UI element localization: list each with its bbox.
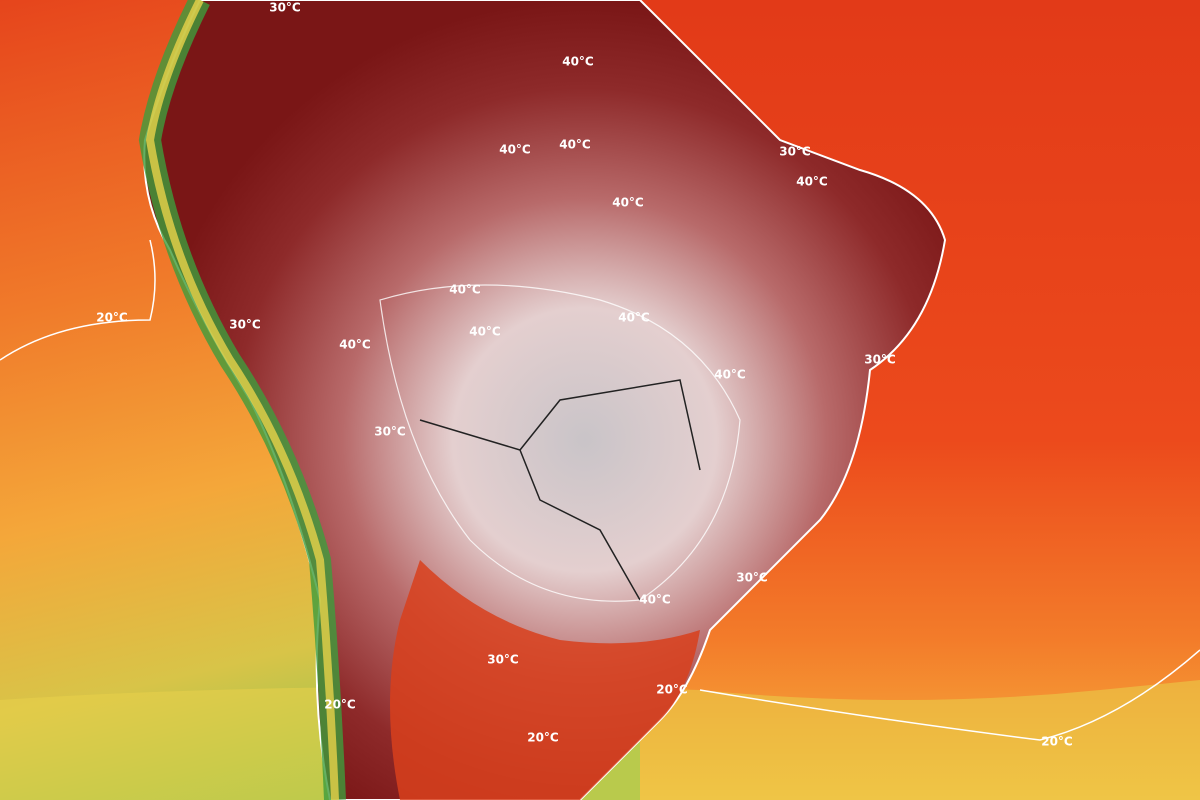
isotherm [379,284,741,602]
contour-label: 30°C [229,318,261,332]
contour-label: 30°C [736,571,768,585]
contour-label: 20°C [1041,735,1073,749]
contour-label: 30°C [374,425,406,439]
southern-cone [390,560,700,800]
contour-label: 40°C [469,325,501,339]
isotherm [0,239,156,361]
contour-label: 40°C [639,593,671,607]
contour-label: 30°C [864,353,896,367]
contour-label: 40°C [499,143,531,157]
contour-label: 40°C [559,138,591,152]
contour-label: 20°C [96,311,128,325]
contour-label: 40°C [612,196,644,210]
contour-label: 30°C [779,145,811,159]
contour-label: 30°C [269,1,301,15]
contour-label: 40°C [562,55,594,69]
contour-label: 40°C [339,338,371,352]
contour-label: 20°C [656,683,688,697]
borders [419,379,701,601]
contour-label: 20°C [527,731,559,745]
contour-label: 40°C [796,175,828,189]
contour-label: 30°C [487,653,519,667]
contour-label: 40°C [714,368,746,382]
contour-label: 20°C [324,698,356,712]
contour-label: 40°C [449,283,481,297]
contour-label: 40°C [618,311,650,325]
andes-ridge [145,0,339,800]
isotherm [699,649,1200,741]
